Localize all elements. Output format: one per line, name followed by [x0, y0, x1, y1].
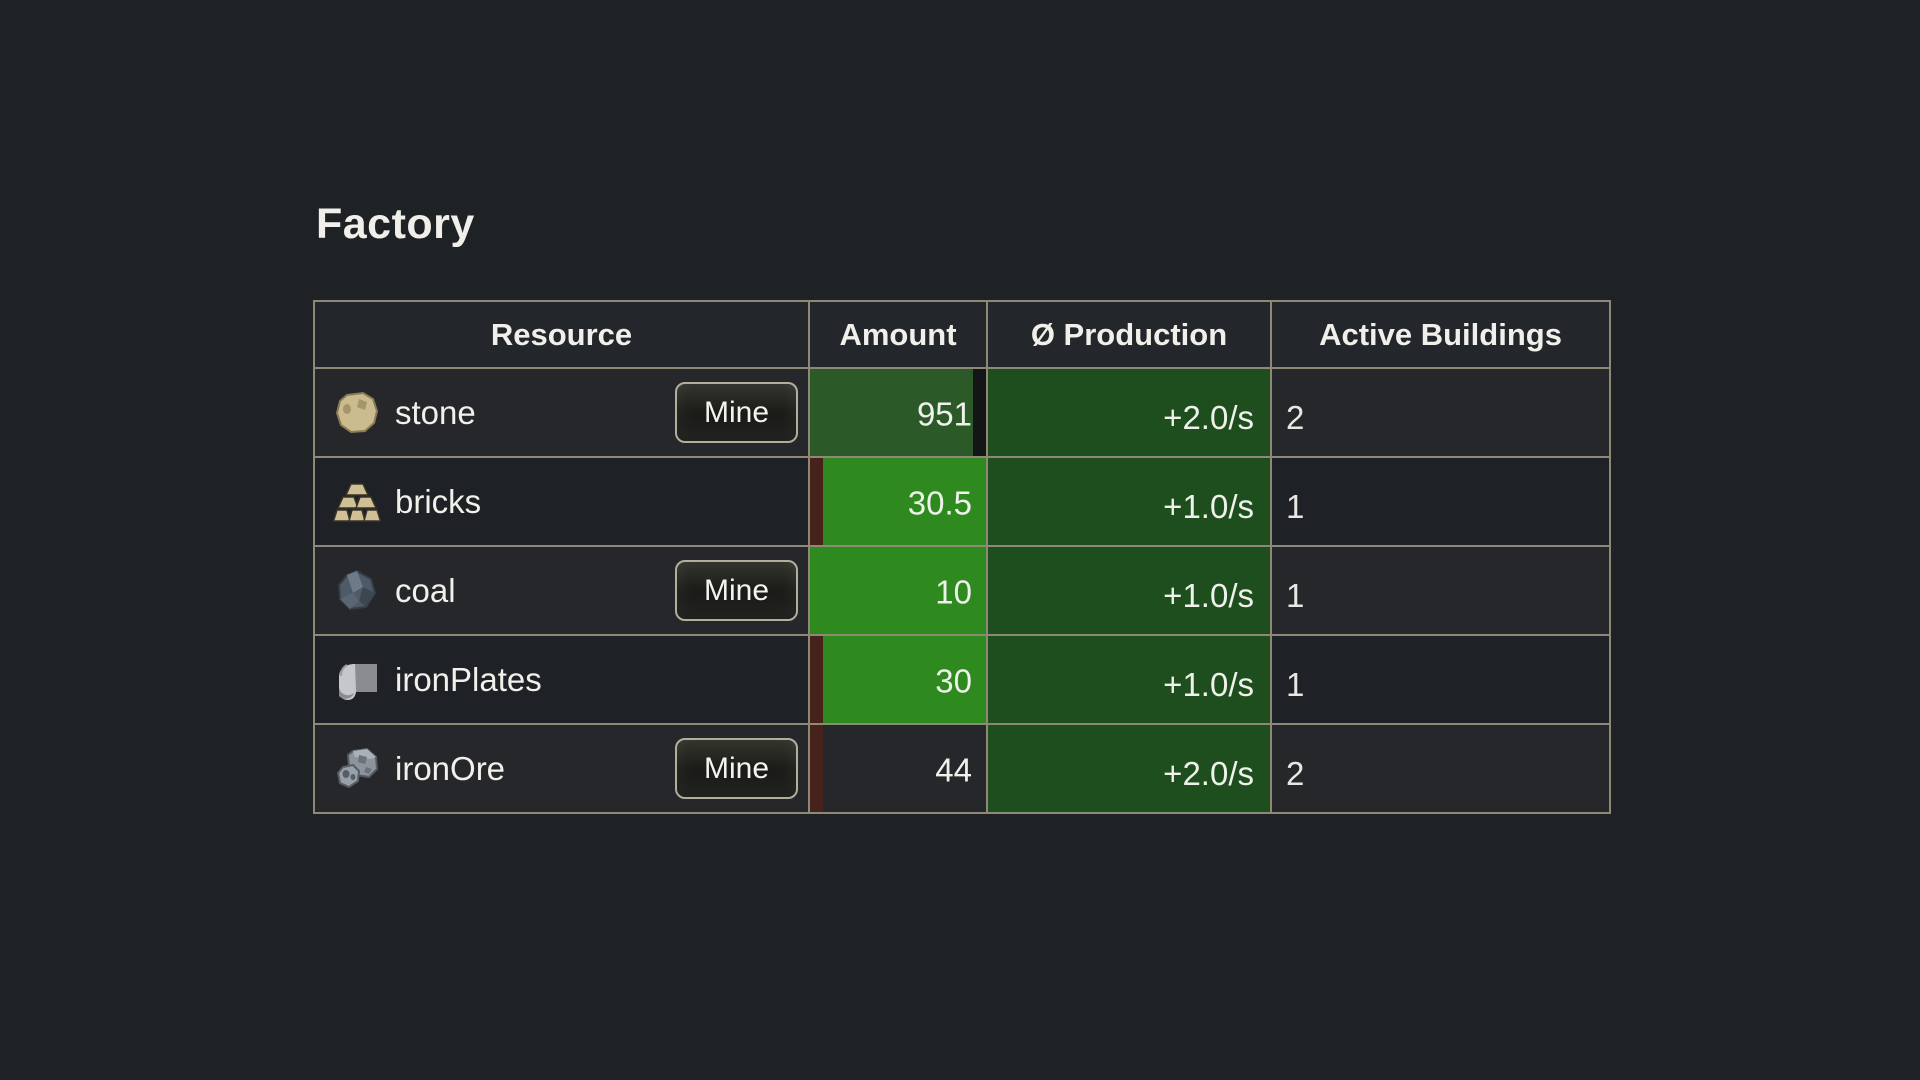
production-cell: +2.0/s: [986, 367, 1272, 458]
production-cell: +1.0/s: [986, 545, 1272, 636]
stone-icon: [335, 391, 379, 433]
amount-cell: 30.5: [808, 456, 988, 547]
iron-ore-icon: [336, 747, 379, 788]
resource-name: ironOre: [395, 749, 506, 787]
production-value: +1.0/s: [1163, 665, 1254, 703]
header-row: Resource Amount Ø Production Active Buil…: [313, 300, 1611, 369]
production-value: +1.0/s: [1163, 576, 1254, 614]
col-header-active-buildings: Active Buildings: [1270, 300, 1611, 369]
active-buildings-value: 2: [1286, 398, 1305, 436]
amount-value: 44: [935, 751, 972, 789]
production-cell: +2.0/s: [986, 723, 1272, 814]
active-buildings-cell: 1: [1270, 545, 1611, 636]
active-buildings-cell: 1: [1270, 634, 1611, 725]
production-cell: +1.0/s: [986, 634, 1272, 725]
table-row: coal Mine 10 +1.0/s 1: [313, 545, 1611, 636]
amount-bar: [810, 636, 986, 723]
amount-value: 951: [916, 395, 972, 433]
active-buildings-value: 1: [1286, 576, 1305, 614]
factory-page: Factory Resource Amount Ø Production Act…: [313, 200, 1613, 814]
table-row: ironOre Mine 44 +2.0/s 2: [313, 723, 1611, 814]
active-buildings-value: 1: [1286, 665, 1305, 703]
resource-name: stone: [395, 393, 476, 431]
table-row: bricks 30.5 +1.0/s 1: [313, 456, 1611, 547]
amount-bar: [810, 725, 986, 812]
amount-bar: [810, 458, 986, 545]
amount-cell: 10: [808, 545, 988, 636]
col-header-production: Ø Production: [986, 300, 1272, 369]
resource-cell-ironplates: ironPlates: [313, 634, 810, 725]
amount-value: 30: [935, 662, 972, 700]
active-buildings-cell: 2: [1270, 367, 1611, 458]
active-buildings-value: 2: [1286, 754, 1305, 792]
amount-cell: 30: [808, 634, 988, 725]
amount-cell: 44: [808, 723, 988, 814]
amount-bar: [810, 547, 986, 634]
coal-icon: [337, 569, 377, 610]
mine-button-coal[interactable]: Mine: [675, 560, 798, 621]
production-value: +1.0/s: [1163, 487, 1254, 525]
production-value: +2.0/s: [1163, 398, 1254, 436]
resource-table: Resource Amount Ø Production Active Buil…: [313, 300, 1611, 814]
mine-button-ironore[interactable]: Mine: [675, 738, 798, 799]
bricks-icon: [333, 482, 381, 522]
resource-cell-ironore: ironOre Mine: [313, 723, 810, 814]
resource-name: bricks: [395, 482, 482, 520]
active-buildings-value: 1: [1286, 487, 1305, 525]
active-buildings-cell: 1: [1270, 456, 1611, 547]
active-buildings-cell: 2: [1270, 723, 1611, 814]
amount-value: 10: [935, 573, 972, 611]
table-row: ironPlates 30 +1.0/s 1: [313, 634, 1611, 725]
iron-plates-icon: [339, 663, 377, 700]
page-title: Factory: [316, 200, 475, 248]
col-header-amount: Amount: [808, 300, 988, 369]
amount-value: 30.5: [907, 484, 972, 522]
col-header-resource: Resource: [313, 300, 810, 369]
resource-cell-bricks: bricks: [313, 456, 810, 547]
resource-name: coal: [395, 571, 456, 609]
amount-bar: [810, 369, 986, 456]
mine-button-stone[interactable]: Mine: [675, 382, 798, 443]
production-value: +2.0/s: [1163, 754, 1254, 792]
resource-cell-coal: coal Mine: [313, 545, 810, 636]
table-row: stone Mine 951 +2.0/s 2: [313, 367, 1611, 458]
amount-cell: 951: [808, 367, 988, 458]
production-cell: +1.0/s: [986, 456, 1272, 547]
resource-cell-stone: stone Mine: [313, 367, 810, 458]
resource-name: ironPlates: [395, 660, 542, 698]
